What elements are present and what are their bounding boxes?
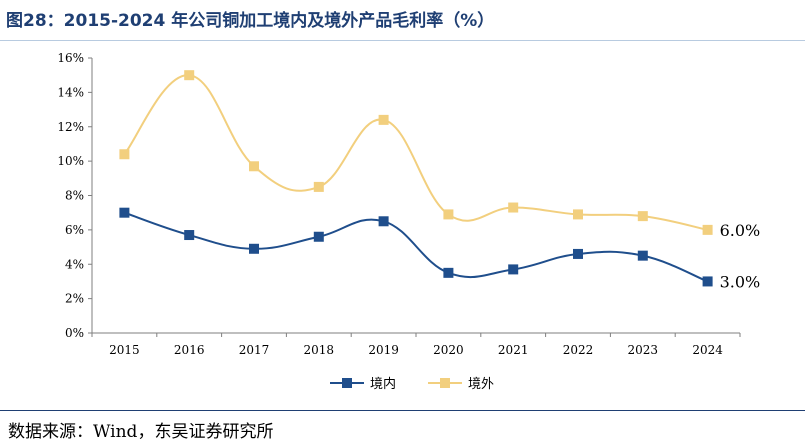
data-point-overseas (249, 161, 259, 172)
data-point-domestic (443, 267, 454, 278)
source-bar: 数据来源：Wind，东吴证券研究所 (0, 410, 805, 445)
x-tick-label: 2018 (304, 343, 335, 357)
x-tick-label: 2024 (692, 343, 723, 357)
figure-title: 图28：2015-2024 年公司铜加工境内及境外产品毛利率（%） (6, 11, 495, 31)
data-point-domestic (637, 250, 648, 261)
data-point-overseas (378, 114, 389, 125)
y-tick-label: 16% (57, 51, 84, 65)
data-label: 3.0% (720, 272, 761, 291)
series-line-domestic (124, 211, 708, 283)
y-tick-label: 6% (65, 223, 84, 237)
y-tick-label: 0% (65, 326, 84, 340)
y-tick-label: 4% (65, 257, 84, 271)
data-point-overseas (184, 70, 195, 81)
y-tick-label: 8% (65, 189, 84, 203)
data-point-overseas (702, 224, 713, 235)
data-point-domestic (249, 243, 259, 254)
data-point-domestic (184, 230, 195, 241)
series-line-overseas (123, 74, 708, 231)
y-tick-label: 12% (57, 120, 84, 134)
x-tick-label: 2019 (368, 343, 399, 357)
x-tick-label: 2020 (433, 343, 464, 357)
x-tick-label: 2023 (628, 343, 659, 357)
data-point-domestic (378, 216, 389, 227)
y-tick-label: 14% (57, 85, 84, 99)
x-tick-label: 2016 (174, 343, 205, 357)
legend-label: 境外 (468, 377, 494, 392)
data-point-overseas (637, 211, 648, 222)
data-point-overseas (313, 181, 324, 192)
legend-label: 境内 (370, 376, 396, 392)
title-bar: 图28：2015-2024 年公司铜加工境内及境外产品毛利率（%） (0, 0, 805, 41)
data-point-domestic (508, 264, 519, 275)
data-point-overseas (508, 202, 519, 213)
legend-marker (440, 378, 450, 388)
x-tick-label: 2022 (563, 343, 594, 357)
data-point-overseas (443, 209, 454, 220)
data-point-domestic (119, 207, 130, 218)
legend-marker (342, 378, 352, 388)
data-point-overseas (573, 209, 583, 220)
data-point-domestic (702, 276, 713, 287)
y-tick-label: 10% (57, 154, 84, 168)
data-point-domestic (573, 248, 583, 259)
y-tick-label: 2% (65, 292, 84, 306)
x-tick-label: 2017 (239, 343, 270, 357)
chart-area: 0% 2% 4% 6% 8% 10% 12% 14% 16% 2015 2016 2017 2018 20… (0, 40, 805, 410)
x-tick-label: 2021 (498, 343, 529, 357)
data-point-domestic (313, 231, 324, 242)
margin-line-chart: 0% 2% 4% 6% 8% 10% 12% 14% 16% 2015 2016 2017 2018 20… (57, 51, 761, 392)
data-point-overseas (119, 149, 130, 160)
x-tick-label: 2015 (109, 343, 140, 357)
source-note: 数据来源：Wind，东吴证券研究所 (8, 422, 274, 442)
data-label: 6.0% (720, 221, 761, 240)
